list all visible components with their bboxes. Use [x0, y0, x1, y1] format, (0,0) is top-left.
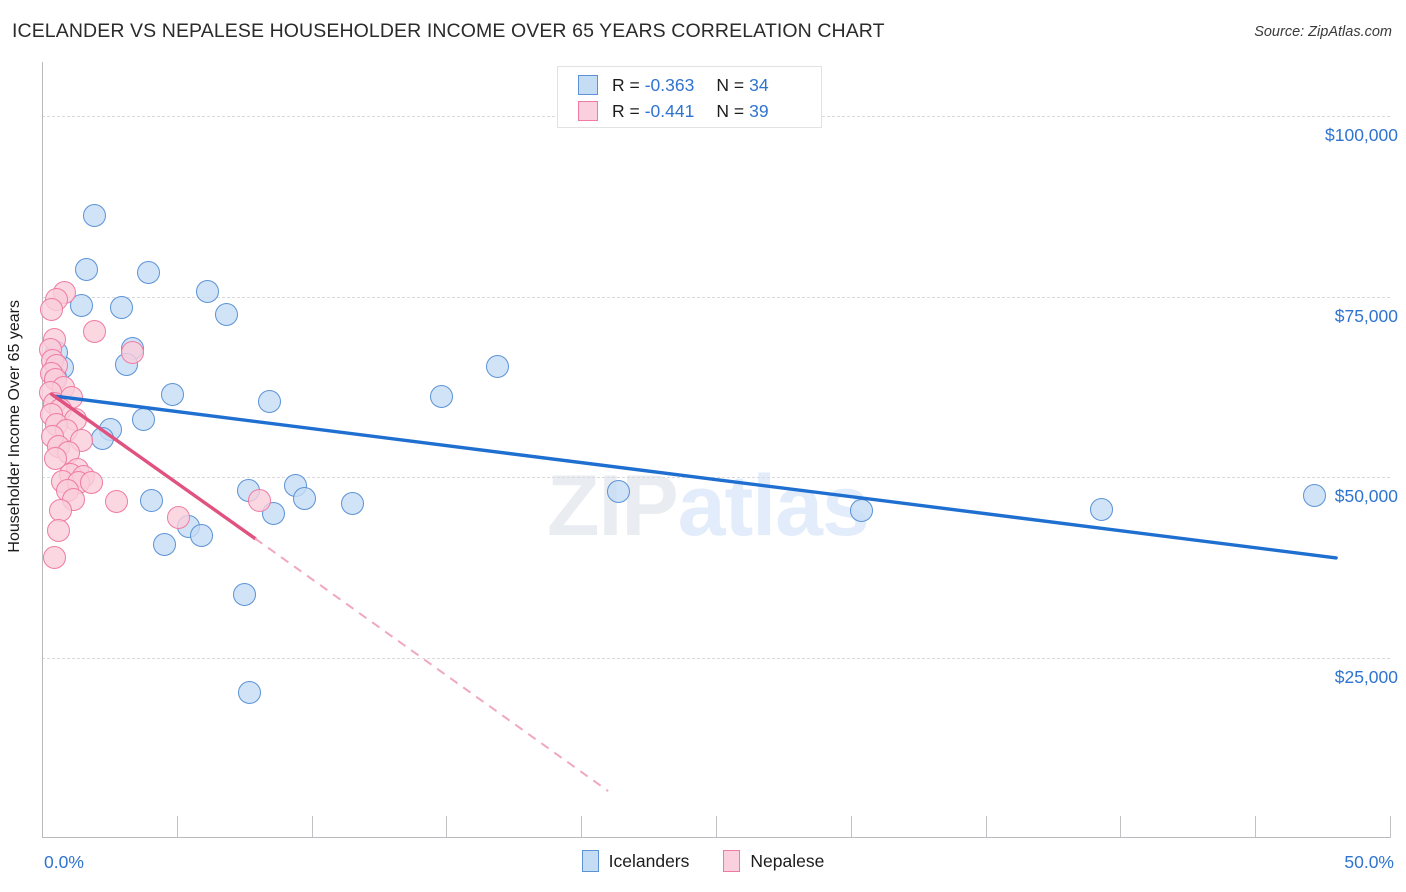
x-axis-min-label: 0.0% [44, 852, 84, 872]
data-point-icelanders[interactable] [139, 489, 163, 513]
data-point-icelanders[interactable] [83, 204, 107, 228]
x-axis-tick [850, 816, 852, 838]
data-point-icelanders[interactable] [91, 426, 115, 450]
data-point-icelanders[interactable] [69, 293, 93, 317]
series-swatch-icelanders [581, 850, 599, 872]
x-axis-tick [1255, 816, 1257, 838]
series-label-icelanders: Icelanders [608, 850, 690, 871]
stats-legend-row-icelanders: R = -0.363 N = 34 [578, 72, 769, 98]
legend-swatch-icelanders [578, 75, 598, 95]
x-axis-line [42, 837, 1390, 838]
y-axis-title: Householder Income Over 65 years [6, 300, 23, 553]
stats-legend-row-nepalese: R = -0.441 N = 39 [578, 98, 769, 124]
data-point-icelanders[interactable] [215, 303, 239, 327]
data-point-nepalese[interactable] [80, 471, 104, 495]
n-value-nepalese: 39 [749, 100, 769, 121]
data-point-icelanders[interactable] [110, 295, 134, 319]
gridline [42, 657, 1390, 659]
data-point-nepalese[interactable] [247, 488, 271, 512]
series-legend: Icelanders Nepalese [0, 850, 1406, 872]
data-point-icelanders[interactable] [136, 260, 160, 284]
data-point-icelanders[interactable] [161, 382, 185, 406]
y-axis-tick-label: $50,000 [1334, 486, 1398, 507]
data-point-icelanders[interactable] [1090, 498, 1114, 522]
source-attribution: Source: ZipAtlas.com [1254, 24, 1392, 40]
data-point-nepalese[interactable] [104, 490, 128, 514]
watermark-zip: ZIP [547, 458, 679, 554]
r-value-icelanders: -0.363 [644, 74, 695, 95]
series-legend-item-icelanders[interactable]: Icelanders [581, 850, 690, 872]
data-point-icelanders[interactable] [131, 407, 155, 431]
data-point-icelanders[interactable] [232, 582, 256, 606]
data-point-icelanders[interactable] [1303, 483, 1326, 507]
data-point-nepalese[interactable] [120, 340, 144, 364]
x-axis-tick [1120, 816, 1122, 838]
series-legend-item-nepalese[interactable]: Nepalese [723, 850, 824, 872]
data-point-icelanders[interactable] [196, 280, 220, 304]
n-label-icelanders: N = [716, 74, 745, 95]
watermark-atlas: atlas [677, 458, 870, 554]
r-value-nepalese: -0.441 [644, 100, 695, 121]
x-axis-tick [311, 816, 313, 838]
x-axis-max-label: 50.0% [1344, 852, 1394, 872]
data-point-nepalese[interactable] [46, 518, 70, 542]
x-axis-tick [176, 816, 178, 838]
nepalese-trendline-extension [254, 537, 609, 792]
series-label-nepalese: Nepalese [750, 850, 825, 871]
data-point-icelanders[interactable] [238, 680, 262, 704]
data-point-icelanders[interactable] [340, 492, 364, 516]
n-label-nepalese: N = [716, 100, 745, 121]
stats-legend: R = -0.363 N = 34 R = -0.441 N = 39 [557, 66, 822, 128]
data-point-icelanders[interactable] [293, 487, 317, 511]
r-label-nepalese: R = [612, 100, 640, 121]
x-axis-tick [446, 816, 448, 838]
x-axis-tick [581, 816, 583, 838]
watermark: ZIPatlas [547, 457, 870, 556]
data-point-icelanders[interactable] [429, 385, 453, 409]
x-axis-tick [1390, 816, 1391, 838]
x-axis-tick [716, 816, 717, 838]
n-value-icelanders: 34 [749, 74, 769, 95]
y-axis-tick-label: $25,000 [1334, 666, 1398, 687]
r-label-icelanders: R = [612, 74, 640, 95]
plot-area: ZIPatlas [38, 62, 1391, 838]
data-point-icelanders[interactable] [153, 532, 177, 556]
data-point-nepalese[interactable] [166, 505, 190, 529]
y-axis-tick-label: $75,000 [1334, 305, 1398, 326]
y-axis-line [42, 62, 43, 838]
data-point-nepalese[interactable] [42, 545, 66, 569]
data-point-nepalese[interactable] [83, 320, 107, 344]
trendlines [49, 392, 1338, 792]
series-swatch-nepalese [723, 850, 741, 872]
data-point-icelanders[interactable] [189, 524, 213, 548]
data-point-icelanders[interactable] [850, 499, 874, 523]
gridline [42, 296, 1390, 298]
data-point-icelanders[interactable] [607, 480, 631, 503]
gridline [42, 477, 1390, 479]
data-point-icelanders[interactable] [258, 389, 282, 413]
x-axis-tick [985, 816, 987, 838]
data-point-nepalese[interactable] [39, 298, 63, 322]
y-axis-tick-label: $100,000 [1325, 125, 1398, 146]
page-title: ICELANDER VS NEPALESE HOUSEHOLDER INCOME… [12, 20, 885, 42]
data-point-icelanders[interactable] [74, 258, 98, 282]
data-point-icelanders[interactable] [486, 355, 510, 379]
legend-swatch-nepalese [578, 101, 598, 121]
